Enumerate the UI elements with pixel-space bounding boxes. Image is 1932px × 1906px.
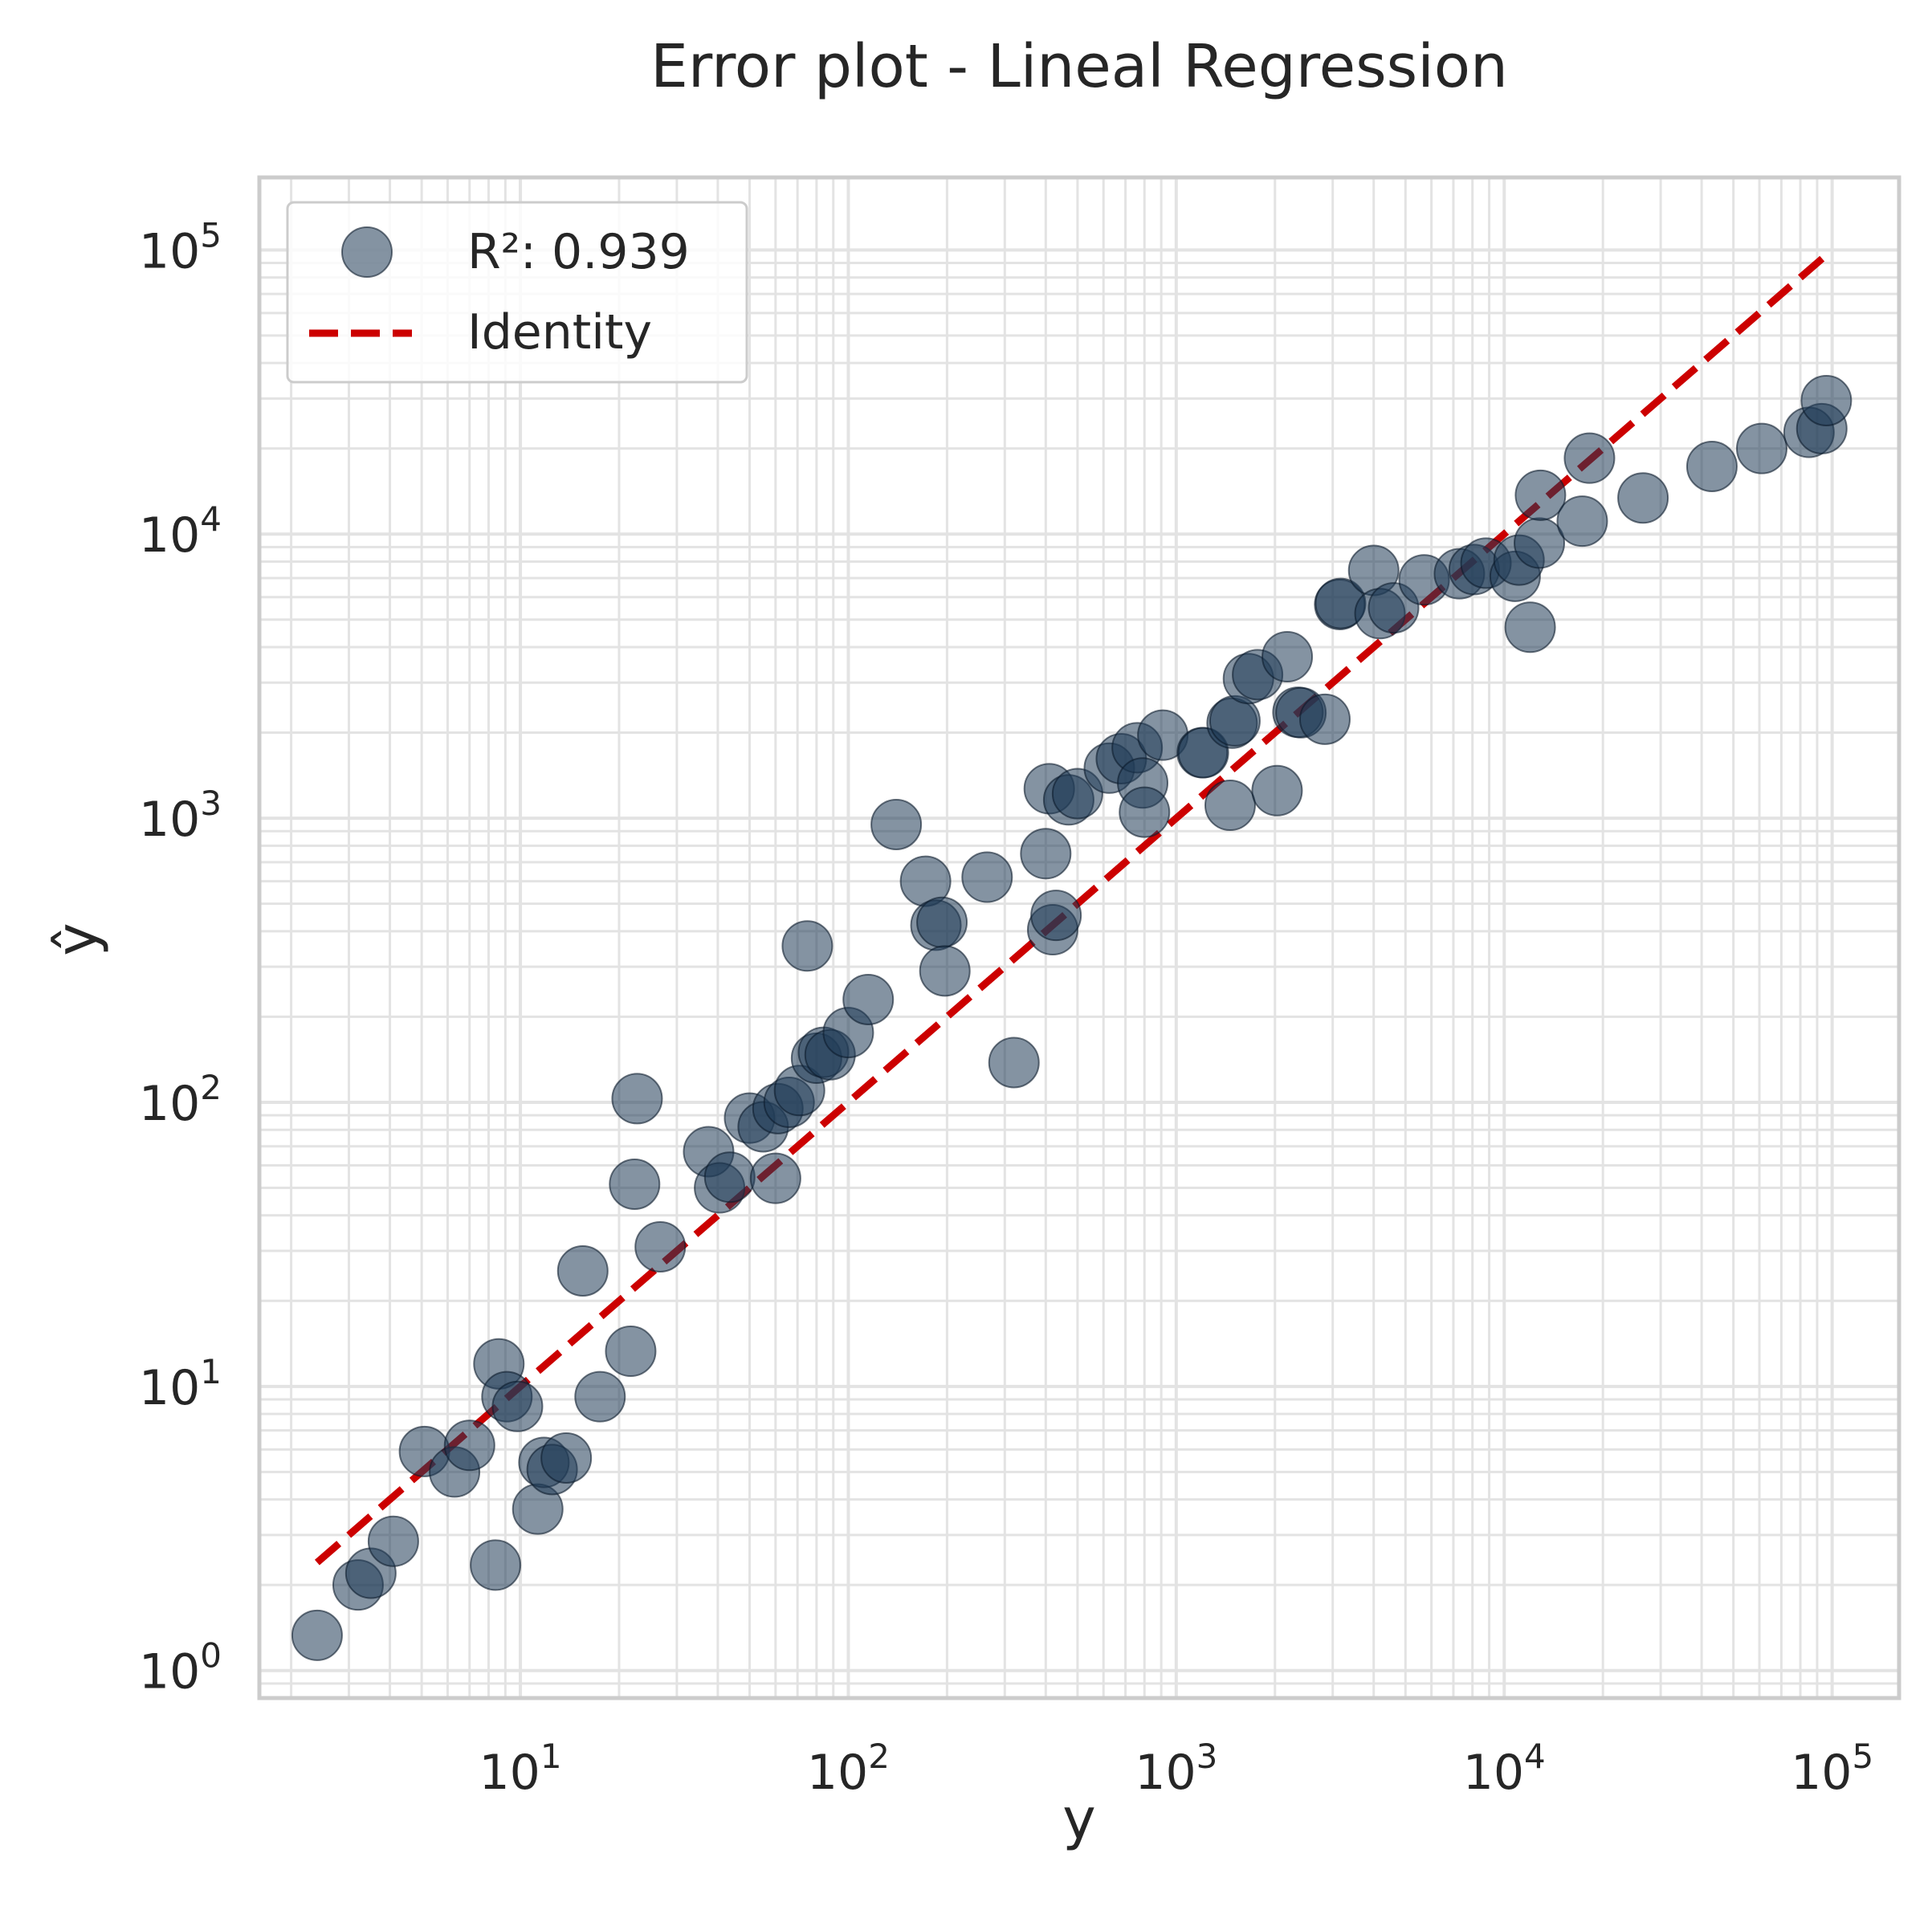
x-tick-label: 105 (1791, 1737, 1873, 1801)
legend-box (286, 201, 748, 384)
y-tick-label: 100 (139, 1636, 222, 1700)
x-tick-label: 103 (1135, 1737, 1217, 1801)
scatter-point (1262, 631, 1314, 683)
scatter-point (1251, 764, 1303, 817)
scatter-point (916, 896, 968, 948)
scatter-point (1514, 517, 1566, 569)
scatter-point (611, 1073, 663, 1125)
chart-title: Error plot - Lineal Regression (650, 32, 1508, 101)
x-tick-label: 101 (479, 1737, 561, 1801)
scatter-point (540, 1432, 593, 1484)
scatter-point (491, 1380, 544, 1432)
x-tick-label: 102 (807, 1737, 890, 1801)
x-tick-label: 104 (1463, 1737, 1546, 1801)
scatter-point (1020, 828, 1072, 880)
y-tick-label: 104 (139, 499, 222, 564)
y-tick-label: 103 (139, 784, 222, 848)
plot-frame (257, 175, 1901, 1700)
legend-label-identity: Identity (467, 304, 652, 360)
y-tick-label: 101 (139, 1352, 222, 1416)
scatter-point (609, 1158, 661, 1210)
scatter-point (574, 1370, 626, 1423)
scatter-point (1735, 422, 1787, 474)
scatter-point (1204, 780, 1256, 832)
y-tick-label: 102 (139, 1068, 222, 1132)
y-axis-label: ŷ (44, 922, 110, 955)
scatter-point (988, 1036, 1040, 1089)
scatter-point (1298, 693, 1351, 745)
scatter-point (556, 1244, 609, 1297)
scatter-point (919, 945, 971, 997)
grid-lines (259, 177, 1899, 1700)
scatter-points-layer (291, 374, 1853, 1661)
scatter-point (1617, 472, 1669, 524)
scatter-point (470, 1539, 522, 1591)
scatter-point (870, 798, 923, 850)
scatter-point (1514, 469, 1567, 521)
scatter-point (1556, 495, 1608, 548)
legend-marker-scatter (341, 226, 393, 278)
scatter-point (842, 973, 895, 1025)
scatter-point (703, 1151, 756, 1203)
scatter-point (1504, 601, 1556, 654)
legend: R²: 0.939 Identity (286, 201, 748, 384)
y-tick-labels: 100 101 102 103 104 105 (139, 215, 222, 1700)
scatter-point (749, 1152, 801, 1204)
y-tick-label: 105 (139, 215, 222, 279)
scatter-point (781, 920, 834, 972)
x-tick-labels: 101 102 103 104 105 (479, 1737, 1873, 1801)
scatter-point (1563, 432, 1616, 484)
x-axis-label: y (1062, 1786, 1095, 1852)
scatter-point (1030, 890, 1082, 942)
legend-label-scatter: R²: 0.939 (467, 224, 690, 280)
scatter-point (443, 1419, 495, 1472)
scatter-point (1119, 786, 1171, 838)
scatter-point (961, 851, 1013, 903)
scatter-point (605, 1326, 657, 1378)
scatter-point (1800, 374, 1853, 426)
scatter-point (1685, 440, 1738, 492)
scatter-point (367, 1515, 419, 1567)
scatter-point (291, 1609, 343, 1661)
scatter-point (634, 1220, 687, 1273)
